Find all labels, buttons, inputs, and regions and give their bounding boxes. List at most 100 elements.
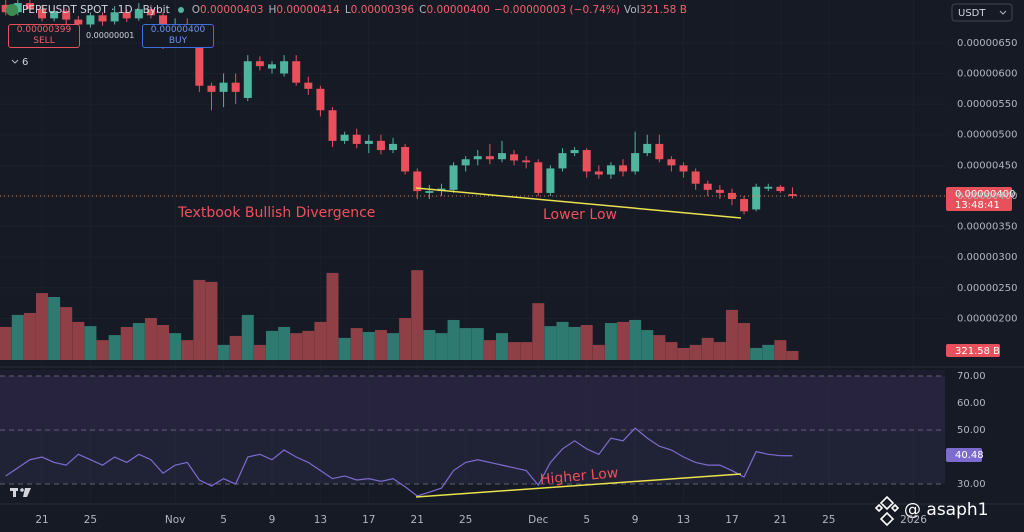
candle-body (473, 156, 482, 160)
volume-bar (495, 333, 508, 360)
change: −0.00000003 (−0.74%) (493, 4, 620, 16)
volume-bar (290, 333, 303, 360)
trend-line (415, 473, 742, 498)
candle-body (727, 192, 736, 200)
annotation: Higher Low (539, 465, 619, 488)
sell-label[interactable]: SELL (33, 36, 55, 46)
ohlc-label: L (344, 4, 351, 16)
candle-body (582, 150, 591, 172)
watermark-icon (874, 495, 900, 527)
symbol-icon (6, 4, 18, 16)
y-tick-label: 0.00000600 (957, 68, 1017, 79)
volume-bar (689, 344, 702, 360)
volume-bar (617, 321, 630, 360)
candle-body (316, 88, 325, 111)
volume-bar (641, 330, 654, 360)
y-tick-label: 0.00000350 (957, 222, 1017, 233)
candle-body (425, 191, 434, 193)
candle-body (497, 153, 506, 160)
y-tick-label: 0.00000250 (957, 283, 1017, 294)
y-tick-label: 0.00000200 (957, 313, 1017, 324)
ohlc-label: C (419, 4, 427, 16)
candle-body (146, 9, 155, 16)
candle-body (38, 9, 47, 19)
candle-body (715, 189, 724, 193)
volume-bar (725, 309, 738, 360)
candle-body (292, 61, 301, 83)
buy-price[interactable]: 0.00000400 (150, 25, 206, 35)
volume-bar (423, 330, 436, 360)
volume-bar (387, 333, 400, 360)
candle-body (461, 159, 470, 166)
candle-body (776, 186, 785, 192)
candle-body (364, 140, 373, 144)
volume-bar (701, 337, 714, 360)
candle-body (449, 165, 458, 190)
volume-bar (241, 314, 254, 360)
x-tick-label: 17 (725, 514, 738, 526)
buy-button[interactable]: 0.00000400 BUY (142, 24, 214, 48)
volume-bar (580, 325, 593, 360)
volume-bar (338, 337, 351, 360)
annotation: Textbook Bullish Divergence (177, 205, 375, 221)
candle-body (679, 165, 688, 172)
ohlc-label: H (268, 4, 277, 16)
indicators-count[interactable]: 6 (22, 57, 28, 68)
currency-select[interactable] (951, 3, 1013, 22)
volume-bar (399, 318, 412, 360)
volume-bar (181, 340, 194, 360)
volume-bar (169, 333, 182, 360)
candle-body (631, 153, 640, 172)
ohlc-item: O0.00000403 (192, 4, 264, 16)
volume-bar (629, 319, 642, 360)
candle-body (110, 12, 119, 22)
rsi-last-box (946, 448, 982, 462)
currency[interactable]: USDT (958, 8, 986, 19)
volume-bar (653, 335, 666, 360)
candle-body (255, 61, 264, 67)
volume-bar (0, 326, 12, 360)
candle-body (134, 9, 143, 19)
candle-body (50, 11, 59, 19)
x-tick-label: 13 (677, 514, 690, 526)
x-tick-label: 13 (314, 514, 327, 526)
volume-bar (374, 330, 387, 360)
volume-bar (132, 323, 145, 360)
volume-bar (556, 321, 569, 360)
plot (0, 0, 945, 497)
ohlc-value: 0.00000414 (276, 4, 340, 16)
ohlc-item: L0.00000396 (345, 4, 414, 16)
collapse-arrow[interactable] (11, 59, 19, 64)
volume-bar (568, 326, 581, 360)
candle-body (485, 156, 494, 160)
candle-body (231, 82, 240, 92)
rsi-last: 40.48 (955, 450, 984, 461)
x-tick-label: 25 (459, 514, 472, 526)
x-tick-label: 25 (84, 514, 97, 526)
volume-bar (738, 323, 751, 360)
volume-bar (48, 297, 61, 360)
sell-button[interactable]: 0.00000399 SELL (8, 24, 80, 48)
candle-body (98, 15, 107, 22)
volume-bar (665, 342, 678, 360)
x-tick-label: 5 (220, 514, 227, 526)
trend-line (415, 187, 742, 219)
candle-body (691, 171, 700, 184)
sell-price[interactable]: 0.00000399 (16, 25, 72, 35)
buy-label[interactable]: BUY (168, 36, 188, 46)
volume-bar (411, 270, 424, 360)
candle-body (195, 36, 204, 86)
volume-bar (205, 281, 218, 360)
candle-body (340, 134, 349, 141)
volume-bar (483, 340, 496, 360)
x-tick-label: 9 (269, 514, 276, 526)
volume-bar (278, 326, 291, 360)
volume-bar (217, 344, 230, 360)
x-tick-label: Dec (528, 514, 549, 526)
candle-body (558, 153, 567, 169)
ohlc: O0.00000403 H0.00000414 L0.00000396 C0.0000… (192, 4, 490, 16)
rsi-tick-label: 60.00 (957, 398, 986, 409)
volume-bar (362, 332, 375, 360)
rsi-tick-label: 50.00 (957, 425, 986, 436)
